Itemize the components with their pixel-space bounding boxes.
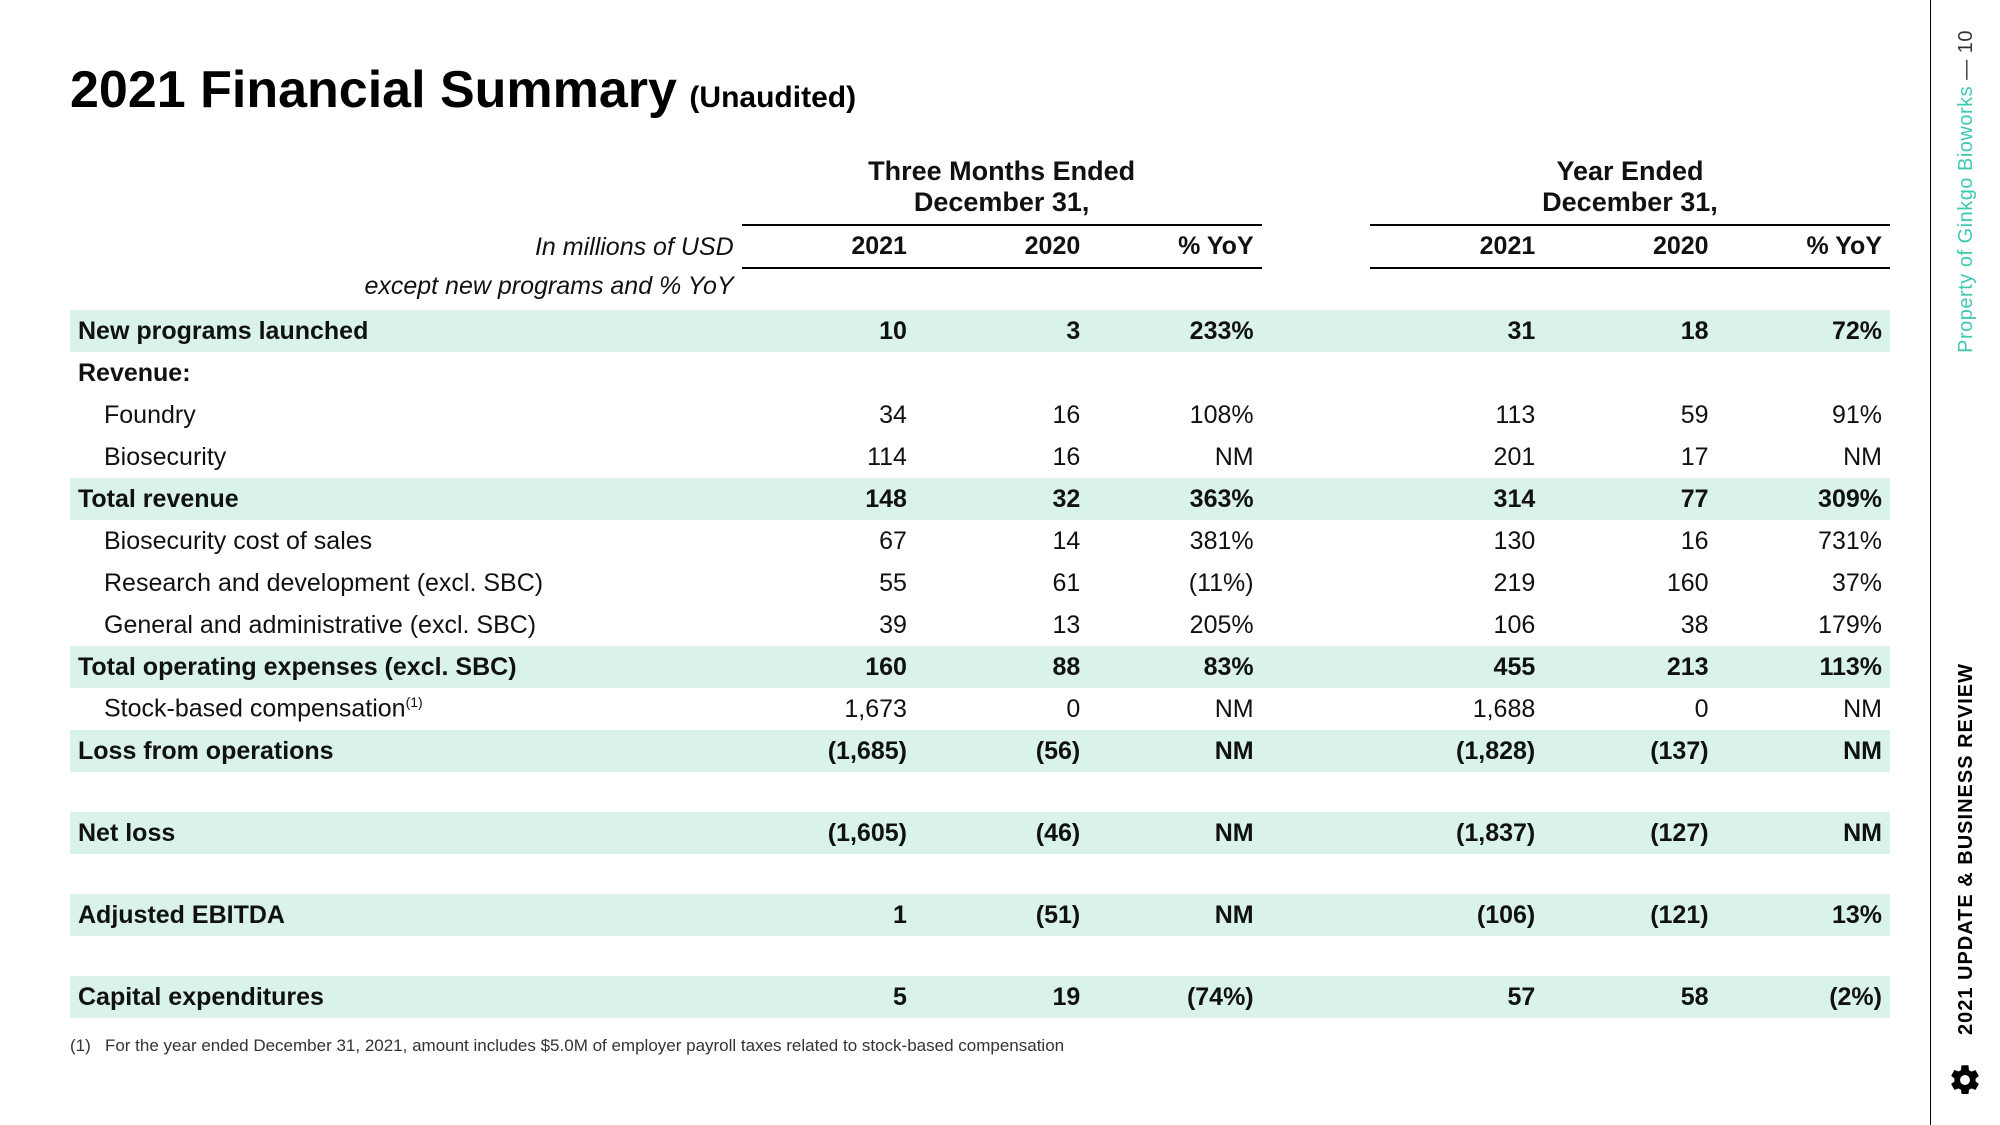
- sidebar-review-text: 2021 UPDATE & BUSINESS REVIEW: [1955, 663, 1978, 1035]
- row-net-loss: Net loss (1,605) (46) NM (1,837) (127) N…: [70, 812, 1890, 854]
- col-q-yoy: % YoY: [1088, 225, 1261, 268]
- period-header-year: Year Ended December 31,: [1370, 150, 1890, 225]
- row-bio-cos: Biosecurity cost of sales 67 14 381% 130…: [70, 520, 1890, 562]
- units-line2: except new programs and % YoY: [78, 272, 734, 301]
- col-q-2021: 2021: [742, 225, 915, 268]
- sidebar: Property of Ginkgo Bioworks — 10 2021 UP…: [1930, 0, 2000, 1125]
- col-y-2021: 2021: [1370, 225, 1543, 268]
- row-capex: Capital expenditures 5 19 (74%) 57 58 (2…: [70, 976, 1890, 1018]
- financial-table: In millions of USD Three Months Ended De…: [70, 150, 1890, 1018]
- row-foundry: Foundry 34 16 108% 113 59 91%: [70, 394, 1890, 436]
- footnote: (1) For the year ended December 31, 2021…: [70, 1036, 1890, 1056]
- page-number: 10: [1955, 30, 1977, 53]
- units-line1: In millions of USD: [78, 233, 734, 262]
- row-total-opex: Total operating expenses (excl. SBC) 160…: [70, 646, 1890, 688]
- page-title: 2021 Financial Summary: [70, 60, 677, 120]
- table-container: In millions of USD Three Months Ended De…: [70, 150, 1890, 1056]
- row-loss-ops: Loss from operations (1,685) (56) NM (1,…: [70, 730, 1890, 772]
- slide: 2021 Financial Summary (Unaudited) In mi…: [0, 0, 2000, 1125]
- row-rnd: Research and development (excl. SBC) 55 …: [70, 562, 1890, 604]
- page-subtitle: (Unaudited): [689, 81, 856, 114]
- col-q-2020: 2020: [915, 225, 1088, 268]
- row-revenue-header: Revenue:: [70, 352, 1890, 394]
- col-y-2020: 2020: [1543, 225, 1716, 268]
- row-gna: General and administrative (excl. SBC) 3…: [70, 604, 1890, 646]
- period-header-quarter: Three Months Ended December 31,: [742, 150, 1262, 225]
- sidebar-property-text: Property of Ginkgo Bioworks — 10: [1955, 30, 1978, 353]
- row-adj-ebitda: Adjusted EBITDA 1 (51) NM (106) (121) 13…: [70, 894, 1890, 936]
- col-y-yoy: % YoY: [1717, 225, 1890, 268]
- row-new-programs: New programs launched 10 3 233% 31 18 72…: [70, 310, 1890, 352]
- row-total-revenue: Total revenue 148 32 363% 314 77 309%: [70, 478, 1890, 520]
- title-row: 2021 Financial Summary (Unaudited): [70, 60, 2000, 120]
- row-biosecurity: Biosecurity 114 16 NM 201 17 NM: [70, 436, 1890, 478]
- gear-icon: [1948, 1063, 1982, 1097]
- row-sbc: Stock-based compensation(1) 1,673 0 NM 1…: [70, 688, 1890, 730]
